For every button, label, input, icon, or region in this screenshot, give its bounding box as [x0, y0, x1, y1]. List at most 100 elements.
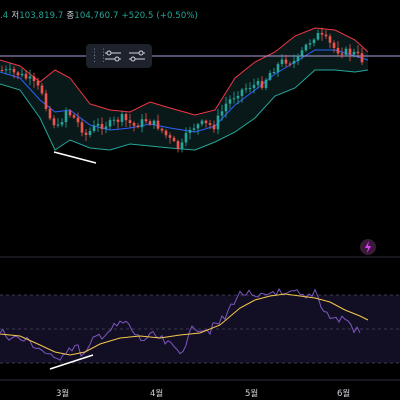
bollinger-lower-band	[0, 69, 369, 151]
candle-body	[180, 142, 184, 149]
candle-body	[236, 95, 240, 99]
sliders-icon[interactable]	[102, 48, 124, 64]
candle-body	[336, 47, 340, 54]
candle-body	[320, 32, 324, 35]
candle-body	[216, 115, 220, 130]
candle-body	[284, 59, 288, 64]
candle-body	[176, 141, 180, 149]
candle-body	[304, 44, 308, 51]
candle-body	[72, 115, 76, 118]
candle-body	[52, 118, 56, 126]
candle-body	[292, 61, 296, 64]
candle-body	[184, 132, 188, 143]
bollinger-upper-band	[0, 27, 369, 116]
candle-body	[296, 55, 300, 62]
candle-body	[328, 36, 332, 43]
candle-body	[12, 68, 16, 73]
candle-body	[240, 89, 244, 96]
candle-body	[152, 120, 156, 125]
candle-body	[348, 48, 352, 55]
candle-body	[100, 123, 104, 129]
candle-body	[268, 73, 272, 80]
candle-body	[276, 64, 280, 73]
candle-body	[332, 42, 336, 48]
candle-body	[196, 124, 200, 129]
candle-body	[28, 76, 32, 79]
candle-body	[324, 34, 328, 37]
candle-body	[256, 81, 260, 85]
candle-body	[96, 123, 100, 126]
candle-body	[308, 43, 312, 45]
candle-body	[288, 63, 292, 65]
candle-body	[360, 53, 364, 63]
candle-body	[20, 73, 24, 76]
candle-body	[160, 128, 164, 131]
candle-body	[124, 114, 128, 121]
candle-body	[108, 120, 112, 127]
candle-body	[148, 121, 152, 125]
candle-body	[208, 123, 212, 125]
rsi-trendline[interactable]	[49, 354, 94, 370]
time-axis-label-may: 5월	[245, 389, 259, 399]
candle-body	[252, 84, 256, 89]
candle-body	[232, 98, 236, 100]
candle-body	[164, 130, 168, 136]
price-trendline[interactable]	[53, 151, 97, 164]
candle-body	[244, 88, 248, 90]
lightning-bolt-icon[interactable]	[360, 239, 376, 255]
candle-body	[24, 73, 28, 79]
candle-body	[104, 126, 108, 129]
candle-body	[280, 59, 284, 65]
candle-body	[188, 129, 192, 133]
drag-handle-icon[interactable]: ⋮⋮ ⋮⋮	[90, 48, 108, 64]
time-axis-label-april: 4월	[150, 389, 164, 399]
candle-body	[64, 110, 68, 123]
candle-body	[128, 120, 132, 123]
candle-body	[272, 72, 276, 74]
sliders-alt-icon[interactable]	[126, 48, 148, 64]
candle-body	[300, 50, 304, 56]
candle-body	[92, 125, 96, 132]
time-axis-label-june: 6월	[337, 389, 351, 399]
candlesticks	[0, 27, 364, 153]
candle-body	[312, 39, 316, 44]
rsi-line	[0, 288, 361, 361]
candle-body	[40, 85, 44, 94]
candle-body	[200, 120, 204, 125]
bollinger-band-fill	[0, 28, 368, 150]
candle-body	[140, 119, 144, 128]
candle-body	[144, 119, 148, 122]
ohlc-legend: .4 저103,819.7 종104,760.7 +520.5 (+0.50%)	[0, 9, 198, 21]
ohlc-close-value: 104,760.7	[74, 11, 119, 21]
candle-body	[260, 81, 264, 88]
candle-body	[212, 124, 216, 130]
candle-body	[204, 120, 208, 124]
candle-body	[228, 99, 232, 104]
candle-body	[116, 119, 120, 122]
candle-body	[136, 125, 140, 128]
rsi-ma-line	[0, 293, 369, 356]
candle-body	[172, 137, 176, 142]
time-axis-label-march: 3월	[56, 389, 70, 399]
candle-body	[224, 103, 228, 112]
candle-body	[248, 88, 252, 90]
candle-body	[156, 120, 160, 129]
candle-body	[192, 128, 196, 130]
candle-body	[16, 72, 20, 76]
ohlc-close-label: 종	[66, 11, 75, 21]
candle-body	[76, 117, 80, 123]
indicator-toolbar: ⋮⋮ ⋮⋮	[86, 44, 152, 68]
ohlc-low-value: 103,819.7	[19, 11, 64, 21]
candle-body	[56, 124, 60, 126]
candle-body	[68, 110, 72, 116]
candle-body	[352, 51, 356, 55]
ohlc-prefix: .4	[0, 11, 9, 21]
candle-body	[88, 131, 92, 135]
bollinger-basis	[0, 49, 369, 133]
ohlc-low-label: 저	[11, 11, 20, 21]
candle-body	[120, 114, 124, 122]
candle-body	[220, 111, 224, 116]
candle-body	[356, 51, 360, 54]
candle-body	[48, 108, 52, 119]
